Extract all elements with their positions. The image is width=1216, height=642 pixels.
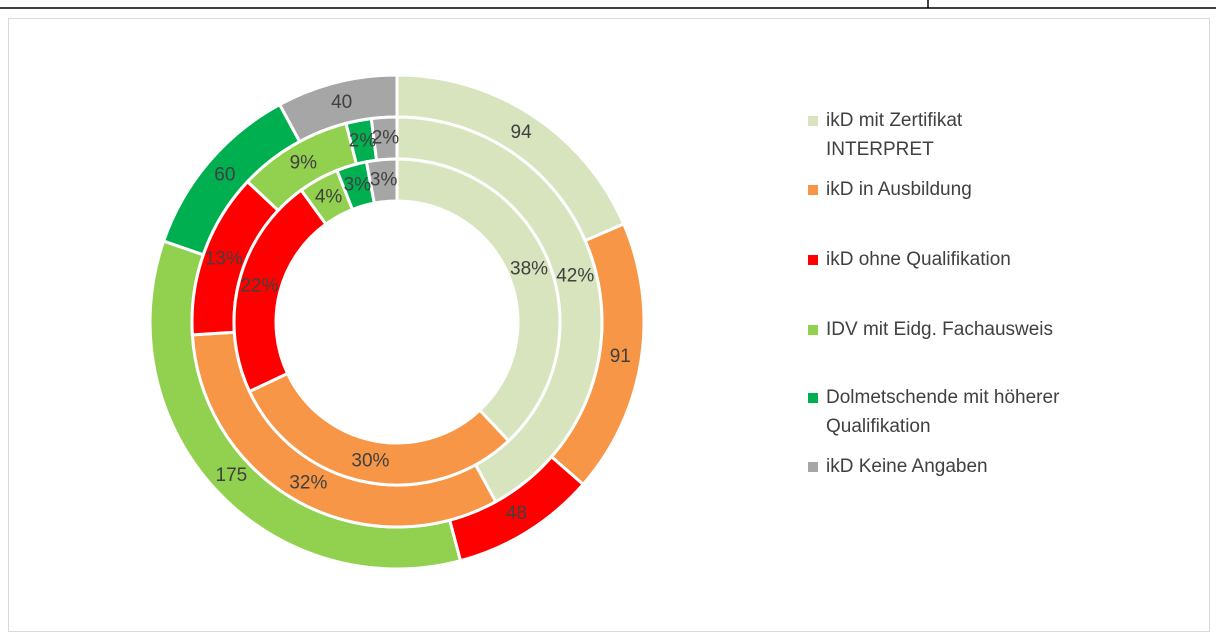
data-label: 22% bbox=[240, 276, 278, 297]
legend: ikD mit Zertifikat INTERPRET ikD in Ausbil… bbox=[808, 110, 1060, 477]
data-label: 32% bbox=[289, 472, 327, 493]
data-label: 2% bbox=[372, 127, 400, 148]
legend-label: ikD mit Zertifikat INTERPRET bbox=[826, 110, 963, 160]
data-label: 9% bbox=[290, 153, 318, 174]
data-label: 13% bbox=[205, 249, 243, 270]
legend-swatch bbox=[808, 255, 818, 265]
legend-swatch bbox=[808, 325, 818, 335]
legend-swatch bbox=[808, 462, 818, 472]
legend-line: INTERPRET bbox=[826, 139, 934, 160]
legend-label: ikD ohne Qualifikation bbox=[826, 249, 1011, 270]
ring-segment bbox=[395, 157, 562, 443]
legend-line: ikD in Ausbildung bbox=[826, 179, 972, 200]
legend-line: Qualifikation bbox=[826, 416, 931, 437]
data-label: 2% bbox=[349, 130, 377, 151]
data-label: 3% bbox=[344, 175, 372, 196]
legend-line: IDV mit Eidg. Fachausweis bbox=[826, 319, 1053, 340]
rings: 949148175604042%32%13%9%2%2%38%30%22%4%3… bbox=[148, 73, 646, 571]
data-label: 4% bbox=[315, 187, 343, 208]
ring-segment bbox=[364, 157, 399, 205]
data-label: 48 bbox=[506, 503, 527, 524]
data-label: 3% bbox=[370, 170, 398, 191]
chart-frame bbox=[8, 18, 1210, 632]
legend-label: ikD in Ausbildung bbox=[826, 179, 972, 200]
legend-swatch bbox=[808, 116, 818, 126]
legend-label: IDV mit Eidg. Fachausweis bbox=[826, 319, 1053, 340]
legend-swatch bbox=[808, 393, 818, 403]
data-label: 30% bbox=[351, 451, 389, 472]
legend-line: ikD mit Zertifikat bbox=[826, 110, 963, 131]
legend-line: ikD Keine Angaben bbox=[826, 456, 988, 477]
data-label: 40 bbox=[331, 92, 352, 113]
data-label: 42% bbox=[556, 265, 594, 286]
data-label: 94 bbox=[511, 122, 533, 143]
legend-label: ikD Keine Angaben bbox=[826, 456, 988, 477]
data-label: 60 bbox=[214, 165, 235, 186]
data-label: 91 bbox=[610, 346, 631, 367]
legend-line: ikD ohne Qualifikation bbox=[826, 249, 1011, 270]
legend-swatch bbox=[808, 185, 818, 195]
data-label: 175 bbox=[216, 465, 248, 486]
legend-label: Dolmetschende mit höherer Qualifikation bbox=[826, 387, 1060, 437]
legend-line: Dolmetschende mit höherer bbox=[826, 387, 1060, 408]
data-label: 38% bbox=[510, 259, 548, 280]
